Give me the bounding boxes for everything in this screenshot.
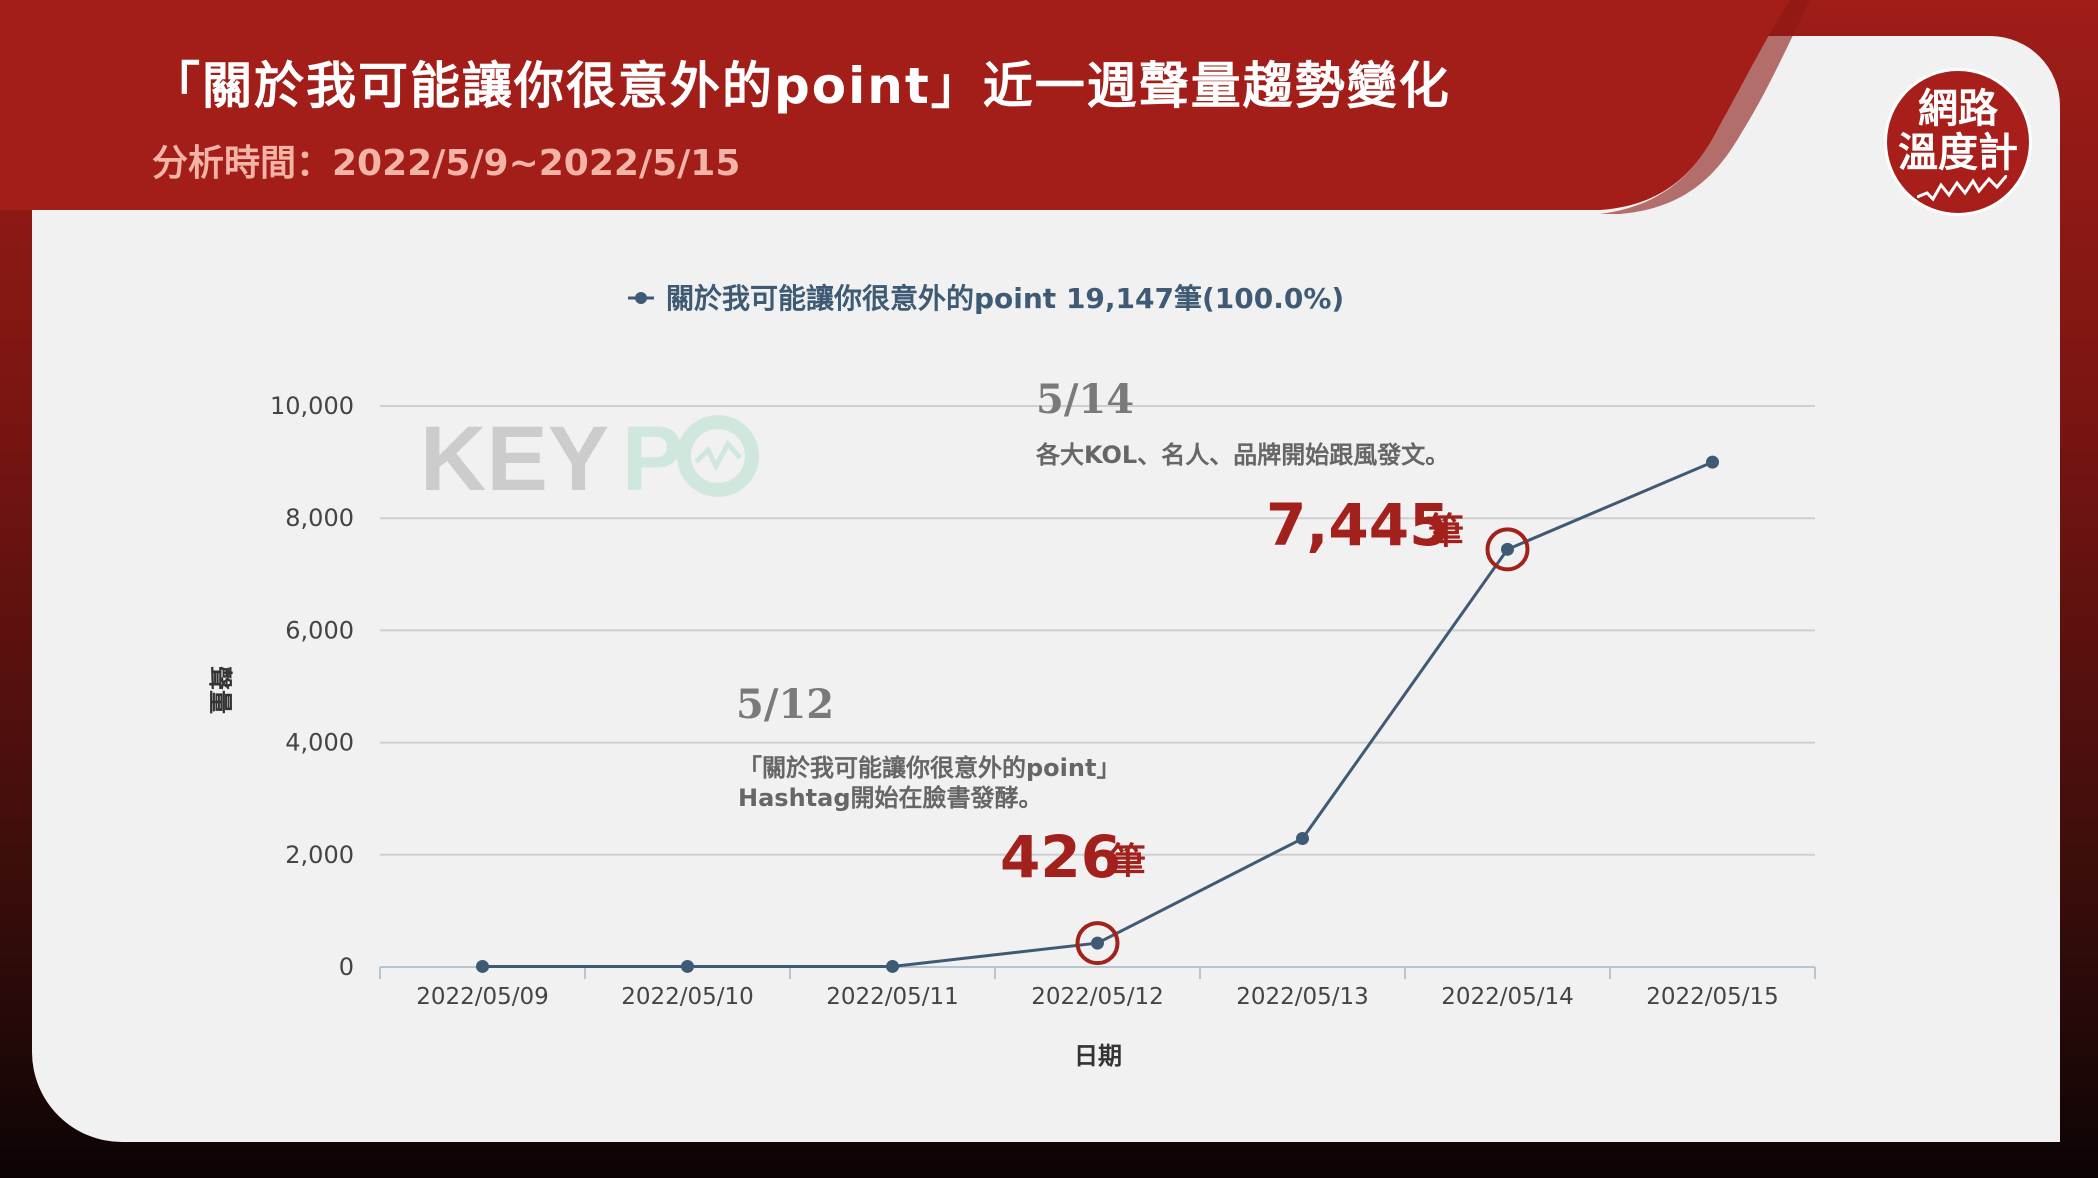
callout-value: 426 xyxy=(1000,823,1121,891)
data-point xyxy=(1296,832,1309,846)
page-title: 「關於我可能讓你很意外的point」近一週聲量趨勢變化 xyxy=(150,57,1451,115)
y-tick-label: 4,000 xyxy=(285,729,354,757)
x-axis-title: 日期 xyxy=(1074,1042,1122,1070)
data-point xyxy=(1706,455,1719,469)
pulse-wave-icon xyxy=(1917,175,2007,202)
watermark-wave-icon xyxy=(694,439,742,472)
annotation-date: 5/12 xyxy=(736,681,834,728)
y-tick-label: 6,000 xyxy=(285,616,354,644)
x-tick-label: 2022/05/12 xyxy=(1031,984,1164,1010)
x-tick-label: 2022/05/09 xyxy=(416,984,549,1010)
series-group xyxy=(476,455,1719,973)
header-band xyxy=(0,0,1810,214)
site-logo: 網路 溫度計 xyxy=(1884,68,2032,216)
y-axis-title: 聲量 xyxy=(206,666,234,714)
callout-unit: 筆 xyxy=(1428,511,1464,552)
watermark-text-p: P xyxy=(622,408,683,510)
highlight-circles xyxy=(1075,527,1530,966)
watermark-o-icon xyxy=(677,415,759,497)
x-tick-label: 2022/05/15 xyxy=(1646,984,1779,1010)
annotation-0514: 5/14 各大KOL、名人、品牌開始跟風發文。 7,445 筆 xyxy=(1035,376,1464,559)
analysis-period: 分析時間：2022/5/9~2022/5/15 xyxy=(152,143,741,184)
highlight-circle xyxy=(1075,921,1120,966)
y-tick-label: 0 xyxy=(339,953,354,981)
logo-line2: 溫度計 xyxy=(1898,130,2018,176)
legend-label: 關於我可能讓你很意外的point 19,147筆(100.0%) xyxy=(666,282,1344,315)
annotation-text-line: 「關於我可能讓你很意外的point」 xyxy=(738,754,1120,782)
watermark-text-key: KEY xyxy=(420,408,609,510)
data-point xyxy=(1091,936,1104,950)
y-tick-label: 2,000 xyxy=(285,841,354,869)
legend-marker xyxy=(635,292,647,304)
annotation-0512: 5/12 「關於我可能讓你很意外的point」 Hashtag開始在臉書發酵。 … xyxy=(736,681,1146,891)
x-tick-label: 2022/05/11 xyxy=(826,984,959,1010)
logo-line1: 網路 xyxy=(1918,86,1998,132)
data-point xyxy=(476,959,489,973)
data-point xyxy=(1501,542,1514,556)
callout-unit: 筆 xyxy=(1110,841,1146,882)
y-tick-label: 10,000 xyxy=(270,392,354,420)
data-point xyxy=(681,959,694,973)
x-tick-label: 2022/05/10 xyxy=(621,984,754,1010)
chart-card xyxy=(32,36,2060,1142)
x-tick-label: 2022/05/14 xyxy=(1441,984,1574,1010)
y-tick-label: 8,000 xyxy=(285,504,354,532)
annotation-date: 5/14 xyxy=(1036,376,1134,423)
callout-value: 7,445 xyxy=(1266,491,1449,559)
data-point xyxy=(886,959,899,973)
keypo-watermark: KEY P xyxy=(420,408,759,510)
grid-lines xyxy=(380,405,1815,856)
legend: 關於我可能讓你很意外的point 19,147筆(100.0%) xyxy=(628,282,1344,315)
annotation-text-line: 各大KOL、名人、品牌開始跟風發文。 xyxy=(1035,441,1449,469)
x-axis: 2022/05/09 2022/05/10 2022/05/11 2022/05/12… xyxy=(379,966,1816,1010)
y-axis-ticks: 0 2,000 4,000 6,000 8,000 10,000 xyxy=(270,392,354,981)
x-tick-label: 2022/05/13 xyxy=(1236,984,1369,1010)
annotation-text-line: Hashtag開始在臉書發酵。 xyxy=(738,784,1043,812)
highlight-circle xyxy=(1485,527,1530,572)
